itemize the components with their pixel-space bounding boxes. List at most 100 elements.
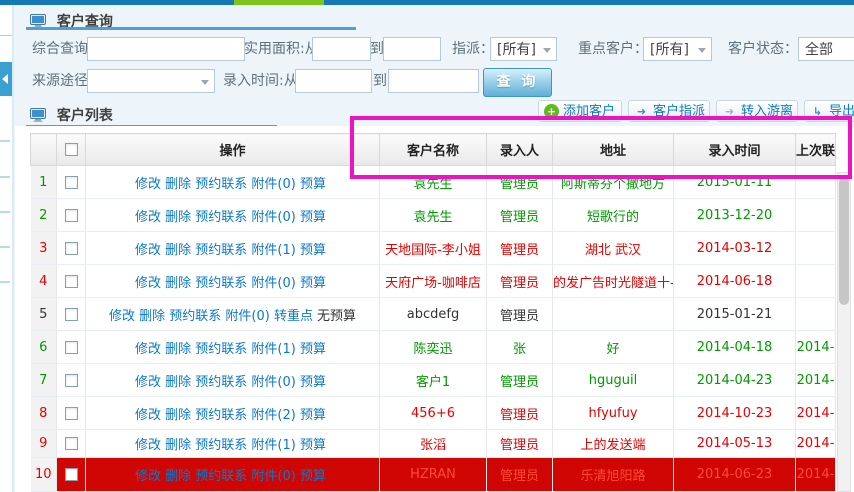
status-label: 客户状态： <box>728 41 798 57</box>
entry-person: 管理员 <box>486 297 553 331</box>
transfer-customer-label: 转入游离 <box>741 104 794 119</box>
row-ops-links[interactable]: 修改 删除 预约联系 附件(0) 预算 <box>135 469 326 484</box>
time-to-input[interactable] <box>388 69 479 93</box>
entry-time: 2014-05-13 <box>673 429 796 458</box>
row-checkbox[interactable] <box>64 340 78 354</box>
table-row: 6 修改 删除 预约联系 附件(1) 预算 陈奕迅 张 好 2014-04-18… <box>30 330 836 364</box>
row-checkbox[interactable] <box>64 437 78 450</box>
rail-dash <box>0 211 10 213</box>
row-ops-links[interactable]: 修改 删除 预约联系 附件(0) 预算 <box>135 176 326 192</box>
table-row: 3 修改 删除 预约联系 附件(1) 预算 天地国际-李小姐 管理员 湖北 武汉… <box>30 231 836 265</box>
status-select[interactable]: 全部 <box>798 37 854 61</box>
row-checkbox-cell <box>56 330 86 364</box>
blue-arrow-icon: ➜ <box>636 105 647 118</box>
rail-top-block <box>0 5 12 36</box>
assign-customer-button[interactable]: ➜ 客户指派 <box>628 100 710 122</box>
entry-person: 管理员 <box>486 198 553 232</box>
gray-arrow-icon: ➜ <box>724 105 735 118</box>
entry-time: 2014-04-18 <box>673 330 796 364</box>
customer-name: 袁先生 <box>379 198 487 232</box>
source-select[interactable] <box>87 69 215 93</box>
entry-time: 2014-04-23 <box>673 363 796 397</box>
row-ops-links[interactable]: 修改 删除 预约联系 附件(0) 预算 <box>135 209 326 225</box>
area-from-input[interactable] <box>312 37 371 61</box>
address: 湖北 武汉 <box>552 231 674 265</box>
row-number: 2 <box>30 198 57 232</box>
area-to-label: 到 <box>370 41 384 57</box>
time-from-input[interactable] <box>295 69 372 93</box>
select-all-checkbox[interactable] <box>64 143 78 156</box>
row-checkbox[interactable] <box>64 241 78 255</box>
row-ops-links[interactable]: 修改 删除 预约联系 附件(1) 预算 <box>135 242 326 258</box>
add-customer-button[interactable]: + 添加客户 <box>538 100 622 122</box>
query-title-underline <box>26 27 356 30</box>
address: 短歌行的 <box>552 198 674 232</box>
row-number: 3 <box>30 231 57 265</box>
row-checkbox[interactable] <box>64 274 78 288</box>
keyword-label: 综合查询: <box>32 41 93 57</box>
entry-time: 2014-06-18 <box>673 264 796 298</box>
last-contact: 2014- <box>795 429 836 458</box>
select-all-header <box>56 133 86 166</box>
area-label: 实用面积:从 <box>244 41 319 57</box>
area-to-input[interactable] <box>383 37 441 61</box>
chevron-down-icon <box>698 48 706 53</box>
address: 阿斯蒂芬个撒地方 <box>552 165 674 199</box>
row-checkbox-cell <box>56 396 86 430</box>
customer-name: 456+6 <box>379 396 487 430</box>
transfer-customer-button[interactable]: ➜ 转入游离 <box>716 100 798 122</box>
column-header-address: 地址 <box>552 133 674 166</box>
key-customer-select[interactable]: [所有] <box>643 37 712 61</box>
search-button[interactable]: 查 询 <box>483 68 552 97</box>
row-ops-links[interactable]: 修改 删除 预约联系 附件(0) 转重点 <box>109 308 313 324</box>
last-contact <box>795 297 836 331</box>
row-checkbox[interactable] <box>64 175 78 189</box>
customer-table: 操作 客户名称 录入人 地址 录入时间 上次联系 1 修改 删除 预约联系 附件… <box>30 133 836 492</box>
column-header-name: 客户名称 <box>379 133 487 166</box>
sidebar-collapse-handle[interactable] <box>0 62 12 96</box>
scrollbar-thumb[interactable] <box>839 177 849 305</box>
row-checkbox[interactable] <box>64 307 78 321</box>
row-ops-links[interactable]: 修改 删除 预约联系 附件(0) 预算 <box>135 275 326 291</box>
row-ops-links[interactable]: 修改 删除 预约联系 附件(1) 预算 <box>135 438 326 453</box>
list-section-title: 客户列表 <box>30 105 113 126</box>
assign-select[interactable]: [所有] <box>490 37 557 61</box>
row-number: 5 <box>30 297 57 331</box>
last-contact: 2014- <box>795 457 836 492</box>
address: hfyufuy <box>552 396 674 430</box>
row-checkbox[interactable] <box>64 208 78 222</box>
column-header-ops: 操作 <box>85 133 380 166</box>
column-header-last-contact: 上次联系 <box>795 133 836 166</box>
export-arrow-icon: ↳ <box>812 105 823 118</box>
query-section-title-text: 客户查询 <box>56 14 113 30</box>
last-contact <box>795 264 836 298</box>
entry-person: 管理员 <box>486 396 553 430</box>
row-ops-links[interactable]: 修改 删除 预约联系 附件(0) 预算 <box>135 374 326 390</box>
row-ops-links[interactable]: 修改 删除 预约联系 附件(2) 预算 <box>135 407 326 423</box>
entry-time: 2014-03-12 <box>673 231 796 265</box>
time-to-label: 到 <box>373 73 387 89</box>
key-customer-select-value: [所有] <box>650 42 689 58</box>
vertical-scrollbar[interactable] <box>837 172 851 492</box>
row-checkbox[interactable] <box>64 406 78 420</box>
entry-time: 2015-01-11 <box>673 165 796 199</box>
entry-person: 管理员 <box>486 264 553 298</box>
customer-name: abcdefg <box>379 297 487 331</box>
row-checkbox[interactable] <box>64 373 78 387</box>
customer-name: 天地国际-李小姐 <box>379 231 487 265</box>
row-checkbox[interactable] <box>64 468 78 481</box>
monitor-icon <box>30 108 46 126</box>
address: 上的发送端 <box>552 429 674 458</box>
entry-time: 2014-10-23 <box>673 396 796 430</box>
row-number: 9 <box>30 429 57 458</box>
address: 好 <box>552 330 674 364</box>
row-checkbox-cell <box>56 165 86 199</box>
keyword-input[interactable] <box>87 37 245 61</box>
row-ops-links[interactable]: 修改 删除 预约联系 附件(1) 预算 <box>135 341 326 357</box>
address: hguguil <box>552 363 674 397</box>
rail-dash <box>0 140 10 142</box>
status-select-value: 全部 <box>805 42 833 58</box>
rail-dash <box>0 176 10 178</box>
export-button[interactable]: ↳ 导出 <box>804 100 854 122</box>
